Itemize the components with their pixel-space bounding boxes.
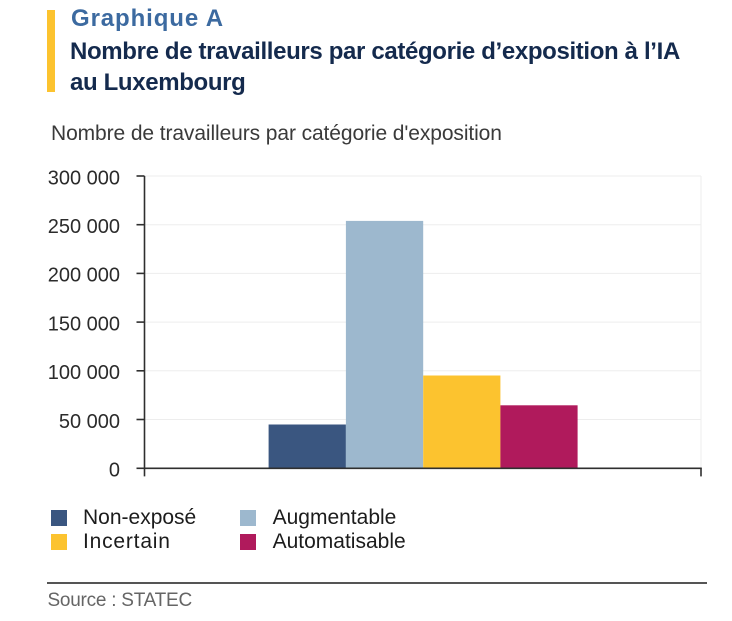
svg-text:50 000: 50 000 xyxy=(59,411,120,433)
svg-text:200 000: 200 000 xyxy=(48,265,120,287)
svg-text:250 000: 250 000 xyxy=(48,216,120,238)
svg-text:100 000: 100 000 xyxy=(48,362,120,384)
svg-text:0: 0 xyxy=(109,460,120,482)
svg-text:300 000: 300 000 xyxy=(48,167,120,189)
svg-text:150 000: 150 000 xyxy=(48,313,120,335)
